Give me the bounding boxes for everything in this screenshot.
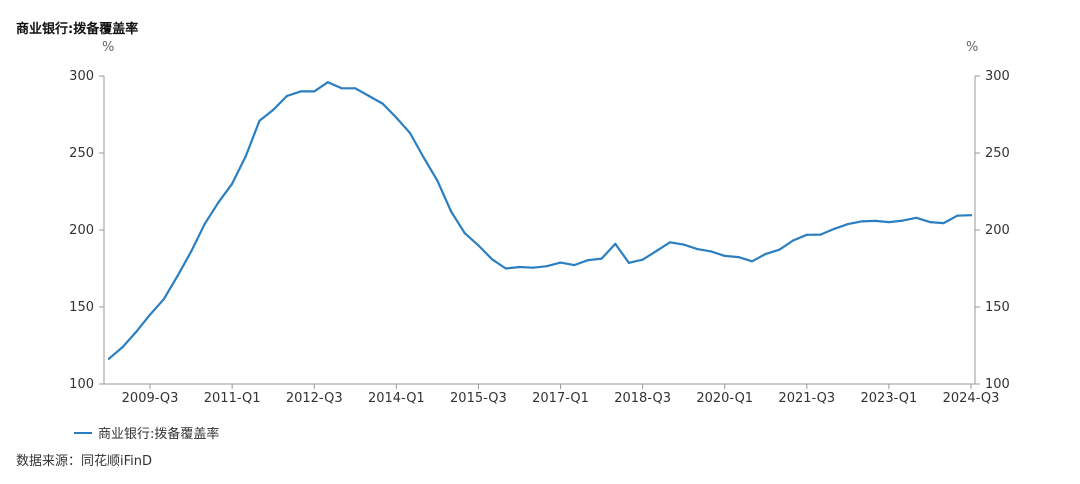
data-point [381, 102, 384, 105]
data-point [135, 330, 138, 333]
x-tick-label: 2017-Q1 [532, 391, 589, 406]
data-point [573, 264, 576, 267]
y-tick-label-left: 100 [69, 377, 94, 392]
data-point [258, 119, 261, 122]
data-point [614, 242, 617, 245]
series-line [107, 81, 973, 360]
data-point [148, 313, 152, 316]
x-tick-label: 2024-Q3 [943, 391, 1000, 406]
data-point [477, 244, 480, 247]
data-point [778, 248, 781, 251]
legend: 商业银行:拨备覆盖率 [74, 423, 219, 442]
data-point [833, 227, 836, 230]
chart-title: 商业银行:拨备覆盖率 [16, 22, 139, 37]
data-point [627, 261, 631, 264]
data-source: 数据来源：同花顺iFinD [16, 454, 153, 469]
data-point [367, 94, 371, 98]
y-tick-label-right: 100 [985, 377, 1010, 392]
data-point [326, 81, 329, 84]
data-point [176, 275, 179, 278]
data-point [737, 256, 740, 259]
y-tick-label-left: 250 [69, 146, 94, 161]
data-point [846, 223, 850, 226]
data-point [231, 182, 234, 185]
y-tick-label-right: 200 [985, 223, 1010, 238]
data-point [299, 90, 302, 93]
data-point [682, 243, 685, 246]
data-point [901, 219, 904, 222]
data-point [696, 248, 699, 251]
x-tick-label: 2014-Q1 [368, 391, 425, 406]
data-point [887, 221, 891, 224]
data-point [518, 265, 521, 269]
plot-area [107, 81, 973, 360]
data-point [600, 257, 603, 260]
data-point [340, 87, 343, 90]
data-point [408, 131, 412, 135]
x-tick-label: 2021-Q3 [778, 391, 835, 406]
data-point [751, 260, 754, 263]
y-tick-label-right: 300 [985, 69, 1010, 84]
data-point [559, 261, 562, 264]
y-tick-label-right: 150 [985, 300, 1010, 315]
y-tick-label-left: 300 [69, 69, 94, 84]
y-tick-label-left: 200 [69, 223, 94, 238]
data-point [709, 250, 713, 253]
data-point [655, 250, 658, 253]
data-point [942, 222, 945, 225]
data-point [792, 239, 795, 242]
data-point [450, 210, 453, 213]
data-point [805, 233, 808, 236]
y-axis-unit-left: % [102, 40, 115, 55]
data-point [928, 221, 932, 224]
x-tick-label: 2023-Q1 [861, 391, 918, 406]
data-point [956, 214, 959, 217]
data-point [107, 357, 111, 360]
legend-line-swatch [74, 431, 92, 434]
x-tick-label: 2011-Q1 [204, 391, 261, 406]
data-point [764, 252, 767, 255]
y-tick-label-left: 150 [69, 300, 94, 315]
data-point [969, 214, 973, 217]
data-point [819, 233, 822, 236]
data-point [244, 155, 247, 158]
data-point [121, 345, 124, 349]
x-tick-label: 2009-Q3 [122, 391, 179, 406]
legend-label: 商业银行:拨备覆盖率 [98, 427, 220, 442]
data-point [641, 258, 644, 261]
data-point [586, 259, 590, 262]
data-point [860, 220, 863, 223]
data-point [272, 108, 275, 111]
data-point [668, 241, 672, 244]
tick-labels: 100 100 150 150 200 200 250 250 300 300 2009-Q3 201… [69, 69, 1010, 406]
data-point [436, 179, 439, 182]
x-tick-label: 2015-Q3 [450, 391, 507, 406]
data-point [285, 94, 288, 98]
data-point [162, 298, 165, 301]
data-point [422, 156, 425, 159]
data-point [190, 250, 193, 253]
y-tick-label-right: 250 [985, 146, 1010, 161]
data-point [723, 254, 726, 257]
x-tick-label: 2018-Q3 [614, 391, 671, 406]
data-point [463, 232, 466, 235]
data-point [504, 267, 507, 270]
data-point [395, 116, 398, 119]
y-axis-unit-right: % [966, 40, 979, 55]
data-point [532, 266, 535, 269]
data-point [915, 216, 918, 219]
x-tick-label: 2012-Q3 [286, 391, 343, 406]
data-point [545, 265, 548, 268]
x-tick-label: 2020-Q1 [696, 391, 753, 406]
data-point [313, 90, 316, 93]
data-point [217, 201, 220, 204]
axes [99, 75, 980, 389]
data-point [491, 258, 494, 261]
data-point [874, 219, 877, 222]
data-point [354, 87, 357, 90]
data-point [203, 222, 206, 225]
